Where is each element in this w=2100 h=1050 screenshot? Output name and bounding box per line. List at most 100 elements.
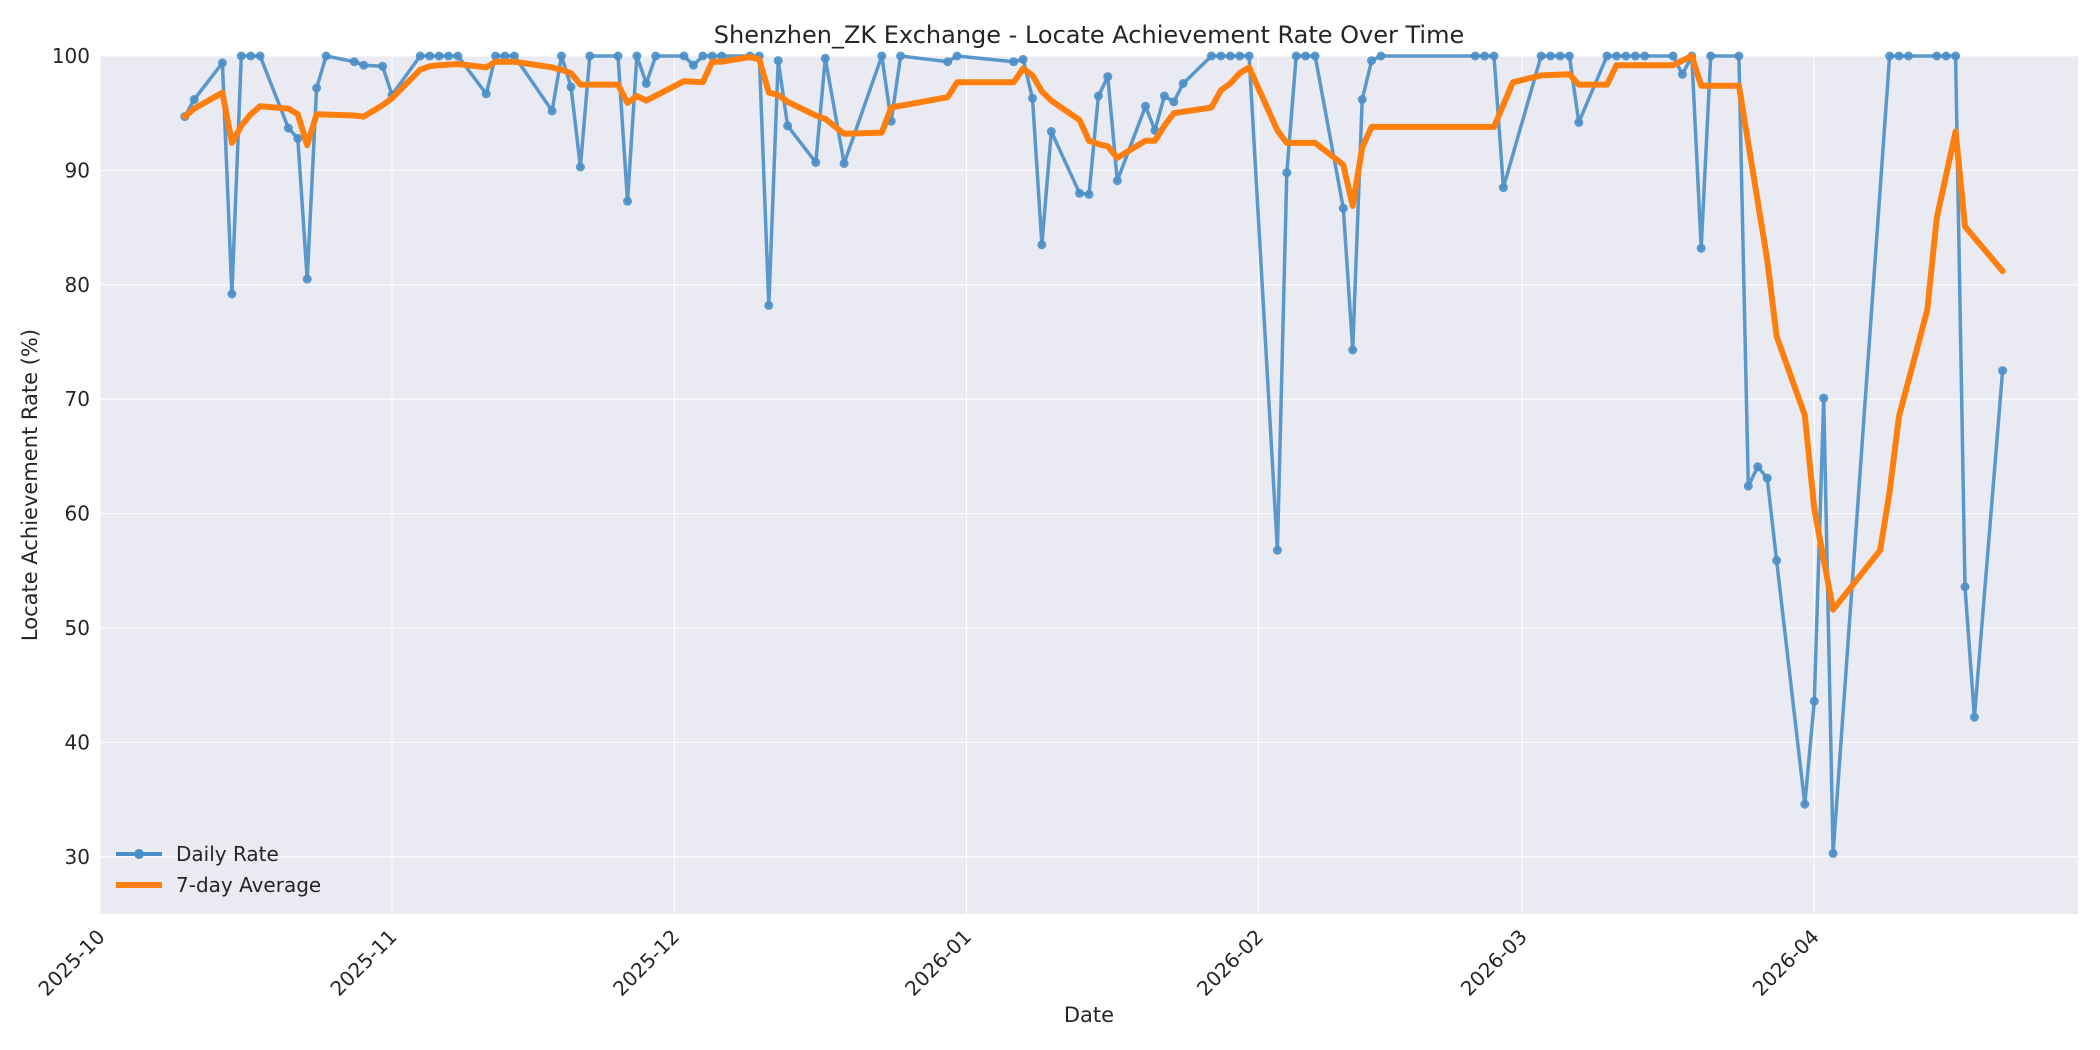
data-point-daily-rate — [820, 53, 830, 63]
data-point-daily-rate — [1037, 240, 1047, 250]
x-tick-label: 2026-02 — [1192, 925, 1268, 1001]
data-point-daily-rate — [1244, 51, 1254, 61]
data-point-daily-rate — [1743, 481, 1753, 491]
data-point-daily-rate — [1225, 51, 1235, 61]
data-point-daily-rate — [1960, 582, 1970, 592]
data-point-daily-rate — [1235, 51, 1245, 61]
data-point-daily-rate — [1480, 51, 1490, 61]
data-point-daily-rate — [1084, 189, 1094, 199]
data-point-daily-rate — [952, 51, 962, 61]
data-point-daily-rate — [1301, 51, 1311, 61]
data-point-daily-rate — [283, 123, 293, 133]
data-point-daily-rate — [1800, 799, 1810, 809]
data-point-daily-rate — [434, 51, 444, 61]
data-point-daily-rate — [453, 51, 463, 61]
x-tick-label: 2026-03 — [1456, 925, 1532, 1001]
y-tick-label: 60 — [65, 502, 90, 526]
x-tick-label: 2026-01 — [900, 925, 976, 1001]
data-point-daily-rate — [491, 51, 501, 61]
data-point-daily-rate — [1009, 57, 1019, 67]
data-point-daily-rate — [1621, 51, 1631, 61]
data-point-daily-rate — [1348, 345, 1358, 355]
data-point-daily-rate — [547, 106, 557, 116]
data-point-daily-rate — [1668, 51, 1678, 61]
y-tick-label: 100 — [52, 44, 90, 68]
data-point-daily-rate — [1141, 101, 1150, 111]
data-point-daily-rate — [641, 79, 651, 88]
data-point-daily-rate — [255, 51, 265, 61]
data-point-daily-rate — [1376, 51, 1386, 61]
data-point-daily-rate — [688, 60, 698, 70]
data-point-daily-rate — [1951, 51, 1961, 61]
data-point-daily-rate — [1338, 203, 1348, 213]
data-point-daily-rate — [773, 56, 783, 66]
data-point-daily-rate — [1602, 51, 1612, 61]
data-point-daily-rate — [1169, 97, 1179, 107]
data-point-daily-rate — [707, 51, 717, 61]
data-point-daily-rate — [444, 51, 453, 61]
data-point-daily-rate — [1470, 51, 1480, 61]
series-line-7-day-average — [181, 53, 2006, 613]
data-point-daily-rate — [1696, 243, 1706, 253]
data-point-daily-rate — [217, 58, 227, 68]
data-point-daily-rate — [1574, 117, 1584, 127]
data-point-daily-rate — [839, 159, 849, 168]
data-point-daily-rate — [764, 300, 774, 310]
data-point-daily-rate — [1178, 79, 1188, 88]
data-point-daily-rate — [1564, 51, 1574, 61]
data-point-daily-rate — [1112, 176, 1122, 186]
data-point-daily-rate — [1206, 51, 1216, 61]
y-tick-label: 50 — [65, 616, 90, 640]
data-point-daily-rate — [1772, 556, 1782, 565]
data-point-daily-rate — [717, 51, 727, 61]
data-point-daily-rate — [575, 162, 585, 172]
data-point-daily-rate — [613, 51, 623, 61]
x-tick-label: 2025-10 — [33, 925, 109, 1001]
data-point-daily-rate — [1018, 54, 1028, 64]
data-point-daily-rate — [425, 51, 435, 61]
data-point-daily-rate — [585, 51, 595, 61]
data-point-daily-rate — [227, 289, 237, 299]
data-point-daily-rate — [623, 196, 632, 206]
data-point-daily-rate — [1809, 696, 1819, 706]
y-axis-ticks: 30 40 50 60 70 80 90 100 — [52, 44, 90, 869]
legend-label-7-day-average: 7-day Average — [176, 873, 321, 897]
data-point-daily-rate — [651, 51, 661, 61]
y-tick-label: 30 — [65, 845, 90, 869]
data-point-daily-rate — [1159, 91, 1169, 101]
chart-title: Shenzhen_ZK Exchange - Locate Achievemen… — [714, 21, 1465, 49]
data-point-daily-rate — [1103, 72, 1113, 82]
data-point-daily-rate — [698, 51, 708, 61]
series-layer — [180, 51, 2008, 858]
legend-daily-marker-icon — [134, 849, 144, 859]
x-tick-label: 2025-11 — [325, 925, 401, 1001]
y-tick-label: 90 — [65, 158, 90, 182]
data-point-daily-rate — [1640, 51, 1650, 61]
data-point-daily-rate — [1941, 51, 1951, 61]
data-point-daily-rate — [321, 51, 331, 61]
x-axis-ticks: 2025-10 2025-11 2025-12 2026-01 2026-02 2026-… — [33, 925, 1823, 1001]
data-point-daily-rate — [1367, 56, 1377, 66]
data-point-daily-rate — [1753, 462, 1763, 472]
data-point-daily-rate — [349, 57, 359, 67]
data-point-daily-rate — [189, 95, 199, 104]
data-point-daily-rate — [509, 51, 519, 61]
y-tick-label: 40 — [65, 730, 90, 754]
data-point-daily-rate — [811, 157, 821, 167]
data-point-daily-rate — [1075, 188, 1085, 198]
data-point-daily-rate — [783, 121, 793, 131]
data-point-daily-rate — [679, 51, 689, 61]
data-point-daily-rate — [1357, 95, 1367, 104]
data-point-daily-rate — [1932, 51, 1942, 61]
data-point-daily-rate — [1998, 366, 2008, 376]
data-point-daily-rate — [1272, 545, 1282, 555]
data-point-daily-rate — [1536, 51, 1546, 61]
data-point-daily-rate — [877, 51, 887, 61]
data-point-daily-rate — [359, 60, 369, 70]
data-point-daily-rate — [1282, 168, 1292, 178]
data-point-daily-rate — [236, 51, 246, 61]
data-point-daily-rate — [500, 51, 510, 61]
data-point-daily-rate — [1828, 848, 1838, 858]
data-point-daily-rate — [1291, 51, 1301, 61]
legend: Daily Rate 7-day Average — [116, 842, 321, 897]
